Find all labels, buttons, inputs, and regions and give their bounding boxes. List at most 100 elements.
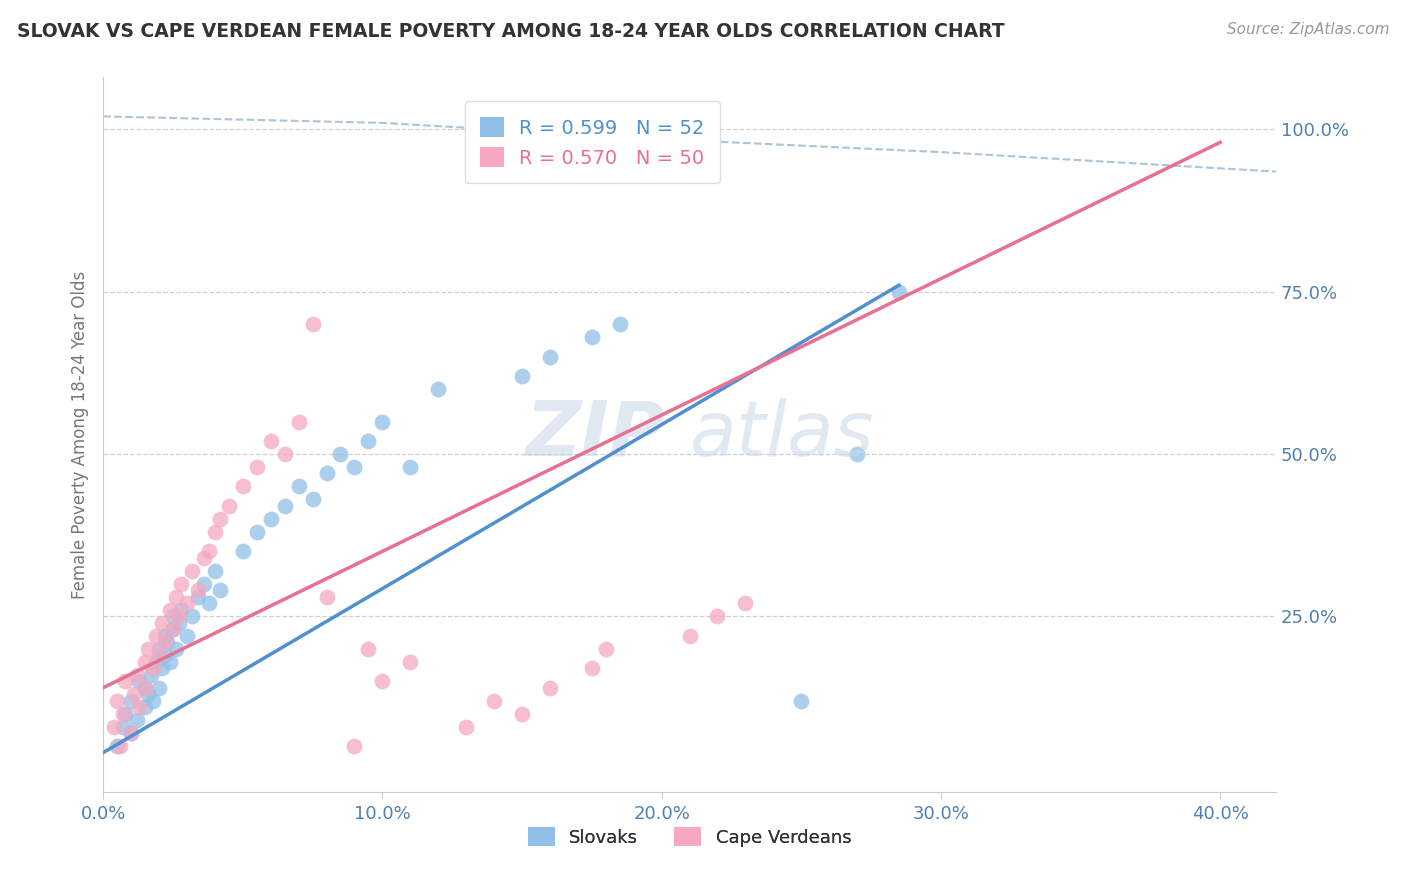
Point: [790, 694, 813, 708]
Point: [209, 512, 232, 526]
Point: [153, 629, 176, 643]
Point: [260, 434, 283, 448]
Point: [510, 369, 533, 384]
Point: [706, 609, 728, 624]
Point: [134, 681, 156, 695]
Point: [609, 317, 631, 331]
Point: [148, 681, 170, 695]
Point: [108, 739, 131, 753]
Point: [456, 720, 478, 734]
Point: [111, 706, 134, 721]
Point: [145, 629, 167, 643]
Point: [343, 739, 366, 753]
Point: [162, 622, 184, 636]
Point: [170, 577, 193, 591]
Point: [134, 655, 156, 669]
Point: [287, 479, 309, 493]
Point: [287, 415, 309, 429]
Point: [111, 720, 134, 734]
Point: [120, 726, 142, 740]
Point: [193, 577, 215, 591]
Point: [162, 622, 184, 636]
Point: [103, 720, 125, 734]
Point: [678, 629, 700, 643]
Point: [159, 603, 181, 617]
Point: [329, 447, 352, 461]
Point: [181, 609, 204, 624]
Point: [128, 700, 150, 714]
Point: [125, 667, 148, 681]
Point: [273, 447, 295, 461]
Point: [315, 467, 337, 481]
Point: [167, 615, 190, 630]
Point: [150, 661, 173, 675]
Point: [538, 681, 561, 695]
Point: [136, 687, 159, 701]
Point: [193, 550, 215, 565]
Point: [887, 285, 910, 299]
Point: [301, 317, 323, 331]
Point: [148, 648, 170, 663]
Point: [134, 700, 156, 714]
Point: [198, 596, 221, 610]
Point: [125, 713, 148, 727]
Point: [153, 648, 176, 663]
Y-axis label: Female Poverty Among 18-24 Year Olds: Female Poverty Among 18-24 Year Olds: [72, 270, 89, 599]
Point: [581, 661, 603, 675]
Point: [204, 564, 226, 578]
Point: [181, 564, 204, 578]
Point: [142, 694, 165, 708]
Point: [371, 674, 394, 689]
Point: [357, 641, 380, 656]
Point: [218, 499, 240, 513]
Point: [581, 330, 603, 344]
Point: [371, 415, 394, 429]
Legend: Slovaks, Cape Verdeans: Slovaks, Cape Verdeans: [520, 820, 859, 854]
Point: [482, 694, 505, 708]
Point: [139, 667, 162, 681]
Point: [159, 655, 181, 669]
Point: [170, 603, 193, 617]
Point: [120, 726, 142, 740]
Point: [301, 492, 323, 507]
Point: [246, 524, 269, 539]
Point: [156, 635, 179, 649]
Text: atlas: atlas: [689, 398, 875, 472]
Point: [105, 694, 128, 708]
Point: [198, 544, 221, 558]
Point: [105, 739, 128, 753]
Point: [142, 661, 165, 675]
Text: SLOVAK VS CAPE VERDEAN FEMALE POVERTY AMONG 18-24 YEAR OLDS CORRELATION CHART: SLOVAK VS CAPE VERDEAN FEMALE POVERTY AM…: [17, 22, 1004, 41]
Point: [165, 590, 187, 604]
Point: [176, 629, 198, 643]
Point: [399, 460, 422, 475]
Point: [209, 583, 232, 598]
Point: [114, 674, 136, 689]
Point: [153, 635, 176, 649]
Point: [148, 641, 170, 656]
Point: [120, 694, 142, 708]
Point: [114, 706, 136, 721]
Point: [232, 544, 254, 558]
Point: [167, 609, 190, 624]
Text: Source: ZipAtlas.com: Source: ZipAtlas.com: [1226, 22, 1389, 37]
Point: [273, 499, 295, 513]
Point: [136, 641, 159, 656]
Point: [162, 609, 184, 624]
Point: [122, 687, 145, 701]
Point: [134, 681, 156, 695]
Point: [145, 655, 167, 669]
Point: [150, 615, 173, 630]
Text: ZIP: ZIP: [526, 398, 666, 472]
Point: [165, 641, 187, 656]
Point: [232, 479, 254, 493]
Point: [538, 350, 561, 364]
Point: [187, 583, 209, 598]
Point: [734, 596, 756, 610]
Point: [128, 674, 150, 689]
Point: [246, 460, 269, 475]
Point: [399, 655, 422, 669]
Point: [427, 382, 450, 396]
Point: [510, 706, 533, 721]
Point: [204, 524, 226, 539]
